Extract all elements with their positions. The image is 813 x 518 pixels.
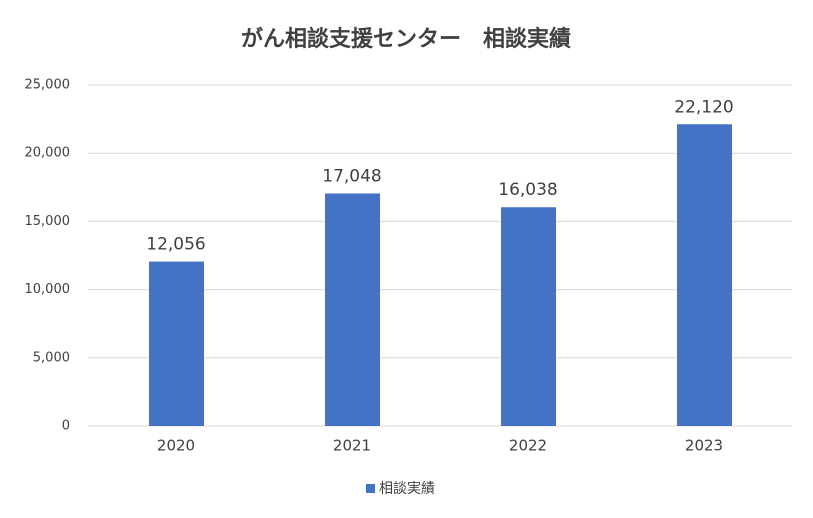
x-tick-label: 2020 (157, 437, 195, 455)
bar (149, 261, 204, 426)
y-tick-label: 25,000 (25, 78, 71, 93)
data-label: 22,120 (674, 97, 733, 117)
data-label: 17,048 (322, 166, 381, 186)
bar (325, 193, 380, 426)
bar (501, 207, 556, 426)
y-tick-label: 20,000 (25, 146, 71, 161)
y-tick-label: 0 (62, 419, 70, 434)
bar (677, 124, 732, 426)
x-tick-label: 2023 (685, 437, 723, 455)
y-tick-label: 15,000 (25, 214, 71, 229)
data-label: 12,056 (146, 235, 205, 255)
legend-label: 相談実績 (379, 481, 435, 497)
y-tick-label: 5,000 (33, 350, 70, 365)
x-tick-label: 2022 (509, 437, 547, 455)
legend-swatch (366, 484, 375, 493)
data-label: 16,038 (498, 180, 557, 200)
x-tick-label: 2021 (333, 437, 371, 455)
chart-title: がん相談支援センター 相談実績 (241, 26, 571, 52)
y-tick-label: 10,000 (25, 282, 71, 297)
